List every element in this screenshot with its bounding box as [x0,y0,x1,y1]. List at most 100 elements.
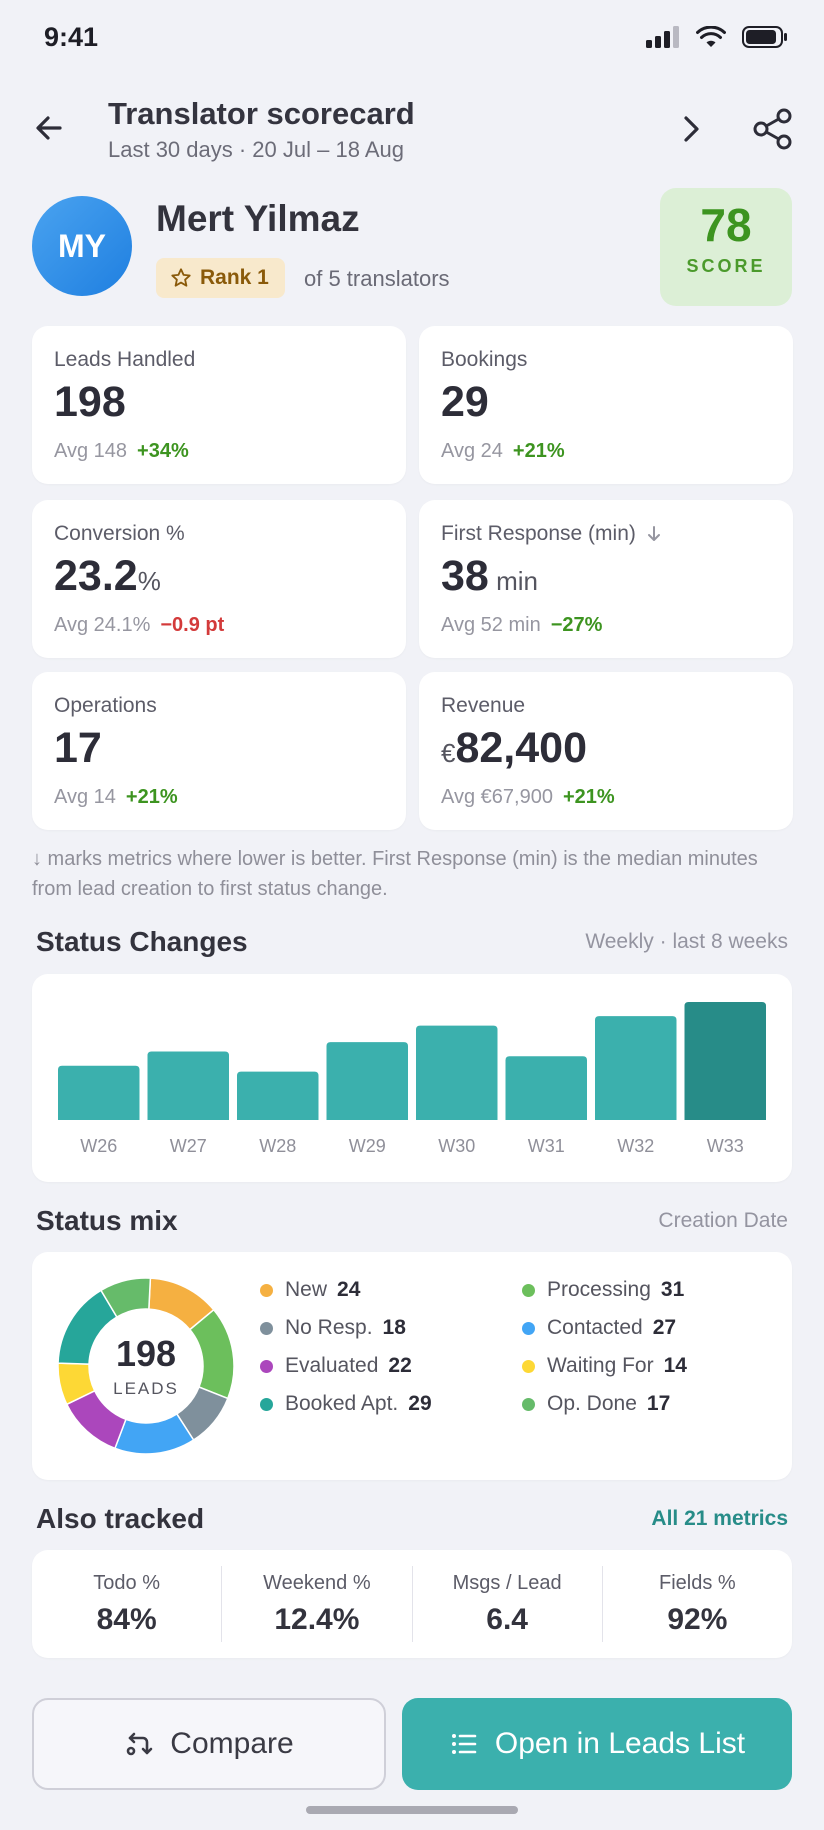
metric-label: Revenue [441,694,525,718]
legend-item[interactable]: Op. Done 17 [522,1392,780,1416]
open-label: Open in Leads List [494,1727,746,1760]
donut-slice[interactable] [99,1277,152,1319]
status-mix-meta: Creation Date [658,1209,788,1232]
legend-swatch [260,1283,273,1297]
x-tick-label: W27 [170,1136,207,1156]
home-indicator[interactable] [306,1806,518,1814]
legend-item[interactable]: Evaluated 22 [260,1354,522,1378]
bar-w32[interactable] [595,1016,677,1120]
also-tracked-card: Todo % 84% Weekend % 12.4% Msgs / Lead 6.4 Fie… [32,1550,792,1658]
metric-card[interactable]: Conversion % 23.2% Avg 24.1% −0.9 pt [32,500,406,658]
status-changes-chart[interactable]: W26 W27 W28 W29 W30 W31 W32 W33 [32,974,792,1182]
metric-number: 82,400 [455,724,587,772]
metric-comparison: Avg 24.1% −0.9 pt [54,614,224,637]
metric-value: €82,400 [441,724,587,773]
x-tick-label: W33 [707,1136,744,1156]
legend-label: Contacted [547,1316,643,1339]
metric-value: 29 [441,378,489,427]
metric-delta: +21% [125,786,178,808]
tracked-metric-label: Msgs / Lead [452,1571,562,1594]
donut-chart[interactable]: 198 LEADS [56,1276,236,1456]
metric-label: First Response (min) [441,522,662,546]
compare-button[interactable]: Compare [32,1698,386,1790]
legend-value: 31 [660,1278,685,1301]
metric-card[interactable]: First Response (min) 38 min Avg 52 min −27% [419,500,793,658]
tracked-metric-value: 12.4% [274,1602,360,1636]
legend-swatch [260,1321,273,1335]
metric-number: 17 [54,724,102,772]
compare-icon [126,1732,153,1756]
legend-swatch [522,1359,535,1373]
metric-card[interactable]: Operations 17 Avg 14 +21% [32,672,406,830]
rank-of-label: of 5 translators [304,266,450,291]
legend-label: No Resp. [285,1316,373,1339]
page-title: Translator scorecard [108,96,415,131]
metric-unit: % [137,566,161,596]
metric-number: 198 [54,378,126,426]
cellular-signal-icon [646,26,679,48]
tracked-metric-label: Todo % [93,1571,160,1594]
share-button[interactable] [752,108,794,150]
bar-w28[interactable] [237,1071,319,1120]
metric-average: Avg €67,900 [441,786,553,808]
metric-value: 38 min [441,552,538,601]
x-tick-label: W26 [80,1136,117,1156]
bar-w26[interactable] [58,1065,140,1120]
x-tick-label: W29 [349,1136,386,1156]
score-value: 78 [700,199,752,251]
bar-w27[interactable] [147,1051,230,1120]
legend-item[interactable]: Contacted 27 [522,1316,780,1340]
tracked-metric[interactable]: Fields % 92% [603,1566,792,1642]
legend-swatch [522,1321,535,1335]
metric-prefix: € [441,738,456,768]
metric-label-text: Conversion % [54,522,185,545]
score-label: SCORE [686,256,766,276]
metric-value: 17 [54,724,102,773]
metric-card[interactable]: Leads Handled 198 Avg 148 +34% [32,326,406,484]
battery-icon [742,26,787,48]
metric-average: Avg 24 [441,440,503,462]
legend-label: Evaluated [285,1354,379,1377]
star-icon [171,268,191,287]
status-legend: New 24 Processing 31 No Resp. 18 Contacted 27 Ev… [260,1278,780,1416]
metric-card[interactable]: Bookings 29 Avg 24 +21% [419,326,793,484]
rank-badge: Rank 1 [156,258,285,298]
tracked-metric[interactable]: Weekend % 12.4% [222,1566,413,1642]
metric-label: Bookings [441,348,527,372]
translator-name: Mert Yilmaz [156,198,360,239]
bar-w31[interactable] [505,1056,588,1120]
legend-item[interactable]: New 24 [260,1278,522,1302]
open-in-leads-list-button[interactable]: Open in Leads List [402,1698,792,1790]
legend-item[interactable]: No Resp. 18 [260,1316,522,1340]
legend-item[interactable]: Booked Apt. 29 [260,1392,522,1416]
status-mix-card: 198 LEADS New 24 Processing 31 No Resp. 18 Con… [32,1252,792,1480]
also-tracked-title: Also tracked [36,1503,205,1534]
back-button[interactable] [30,108,70,148]
wifi-icon [696,26,726,47]
metric-delta: +21% [562,786,615,808]
x-tick-label: W28 [259,1136,296,1156]
all-metrics-link[interactable]: All 21 metrics [651,1507,788,1530]
legend-item[interactable]: Waiting For 14 [522,1354,780,1378]
next-translator-button[interactable] [674,112,708,146]
tracked-metric-value: 6.4 [486,1602,528,1636]
tracked-metric[interactable]: Todo % 84% [32,1566,223,1642]
bar-w29[interactable] [326,1042,409,1120]
status-mix-title: Status mix [36,1205,178,1236]
metric-average: Avg 52 min [441,614,541,636]
tracked-metric-value: 84% [96,1602,157,1636]
tracked-metric[interactable]: Msgs / Lead 6.4 [413,1566,603,1642]
metric-number: 38 [441,552,489,600]
metric-comparison: Avg €67,900 +21% [441,786,615,809]
legend-value: 24 [337,1278,361,1301]
legend-value: 22 [388,1354,412,1377]
tracked-metric-value: 92% [667,1602,728,1636]
bar-w30[interactable] [416,1025,498,1120]
bar-w33[interactable] [684,1002,767,1120]
legend-item[interactable]: Processing 31 [522,1278,780,1302]
metric-value: 23.2% [54,552,161,601]
metric-label-text: First Response (min) [441,522,636,545]
metric-label-text: Bookings [441,348,528,371]
tracked-metric-label: Fields % [659,1571,736,1594]
metric-card[interactable]: Revenue €82,400 Avg €67,900 +21% [419,672,793,830]
